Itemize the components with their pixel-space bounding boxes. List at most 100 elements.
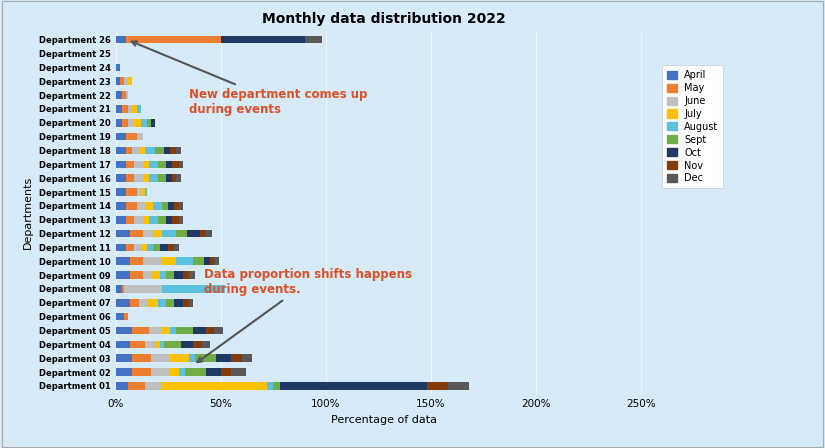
Bar <box>143 174 149 182</box>
Bar <box>206 327 214 334</box>
Bar <box>122 105 128 113</box>
Bar <box>162 230 177 237</box>
Bar <box>147 244 153 251</box>
Bar <box>128 119 134 127</box>
Bar <box>143 230 153 237</box>
Bar <box>177 327 193 334</box>
Bar <box>162 327 170 334</box>
Bar <box>116 244 126 251</box>
Bar <box>143 160 149 168</box>
Bar <box>160 340 164 348</box>
Bar <box>162 285 225 293</box>
Bar <box>116 78 120 85</box>
Bar <box>132 327 149 334</box>
Bar <box>130 258 143 265</box>
Bar <box>145 382 162 390</box>
Bar <box>267 382 273 390</box>
Bar <box>170 354 189 362</box>
Bar <box>116 382 128 390</box>
Bar <box>185 368 206 376</box>
Bar <box>158 299 166 306</box>
Bar <box>116 216 126 224</box>
Bar <box>168 202 174 210</box>
Bar <box>139 299 147 306</box>
Bar <box>158 174 166 182</box>
Bar <box>166 299 174 306</box>
Text: New department comes up
during events: New department comes up during events <box>132 41 367 116</box>
Bar <box>126 174 134 182</box>
Bar <box>242 354 252 362</box>
Bar <box>172 174 177 182</box>
Bar <box>116 146 126 154</box>
Bar <box>155 146 164 154</box>
Bar <box>174 202 178 210</box>
Bar <box>122 91 126 99</box>
Bar <box>183 271 189 279</box>
Bar <box>134 160 143 168</box>
Bar <box>130 230 143 237</box>
Bar <box>147 299 158 306</box>
Bar <box>181 340 193 348</box>
Bar <box>132 354 151 362</box>
Bar <box>116 299 130 306</box>
Bar <box>172 216 178 224</box>
Bar <box>145 340 155 348</box>
Bar <box>116 133 126 140</box>
Bar <box>116 354 132 362</box>
Bar <box>126 91 128 99</box>
Bar <box>126 146 132 154</box>
Bar <box>149 327 162 334</box>
Bar <box>166 271 174 279</box>
Bar <box>116 160 126 168</box>
Bar <box>202 340 210 348</box>
Bar <box>177 174 181 182</box>
Bar <box>174 271 183 279</box>
Bar <box>164 340 181 348</box>
Bar <box>153 230 162 237</box>
Bar <box>132 146 139 154</box>
Bar <box>116 36 126 43</box>
Bar <box>206 368 220 376</box>
Bar <box>273 382 280 390</box>
Bar <box>130 340 145 348</box>
Bar <box>174 299 183 306</box>
Bar <box>160 244 168 251</box>
Bar <box>177 230 187 237</box>
Bar <box>126 160 134 168</box>
Y-axis label: Departments: Departments <box>23 176 33 250</box>
Bar <box>126 188 136 196</box>
Bar <box>139 146 145 154</box>
Bar <box>214 258 219 265</box>
Bar <box>143 258 162 265</box>
Bar <box>151 354 170 362</box>
Bar <box>128 78 132 85</box>
Bar <box>136 105 141 113</box>
Bar <box>170 327 177 334</box>
Bar <box>178 202 183 210</box>
Bar <box>116 119 122 127</box>
Bar <box>134 216 143 224</box>
Bar <box>130 299 139 306</box>
Bar <box>141 188 145 196</box>
Bar <box>189 299 193 306</box>
Bar <box>126 216 134 224</box>
Bar <box>147 119 151 127</box>
Bar <box>116 105 122 113</box>
Bar <box>164 146 170 154</box>
Bar <box>189 271 196 279</box>
Bar <box>427 382 448 390</box>
Bar <box>132 105 136 113</box>
Bar <box>126 36 220 43</box>
Bar <box>136 188 141 196</box>
Bar <box>120 78 124 85</box>
Bar <box>160 271 166 279</box>
Bar <box>304 36 322 43</box>
Bar <box>141 119 147 127</box>
Bar <box>178 216 183 224</box>
Bar <box>116 258 130 265</box>
Bar <box>132 368 151 376</box>
Bar <box>170 368 178 376</box>
Bar <box>151 119 155 127</box>
Bar <box>116 64 120 71</box>
Bar <box>143 271 151 279</box>
